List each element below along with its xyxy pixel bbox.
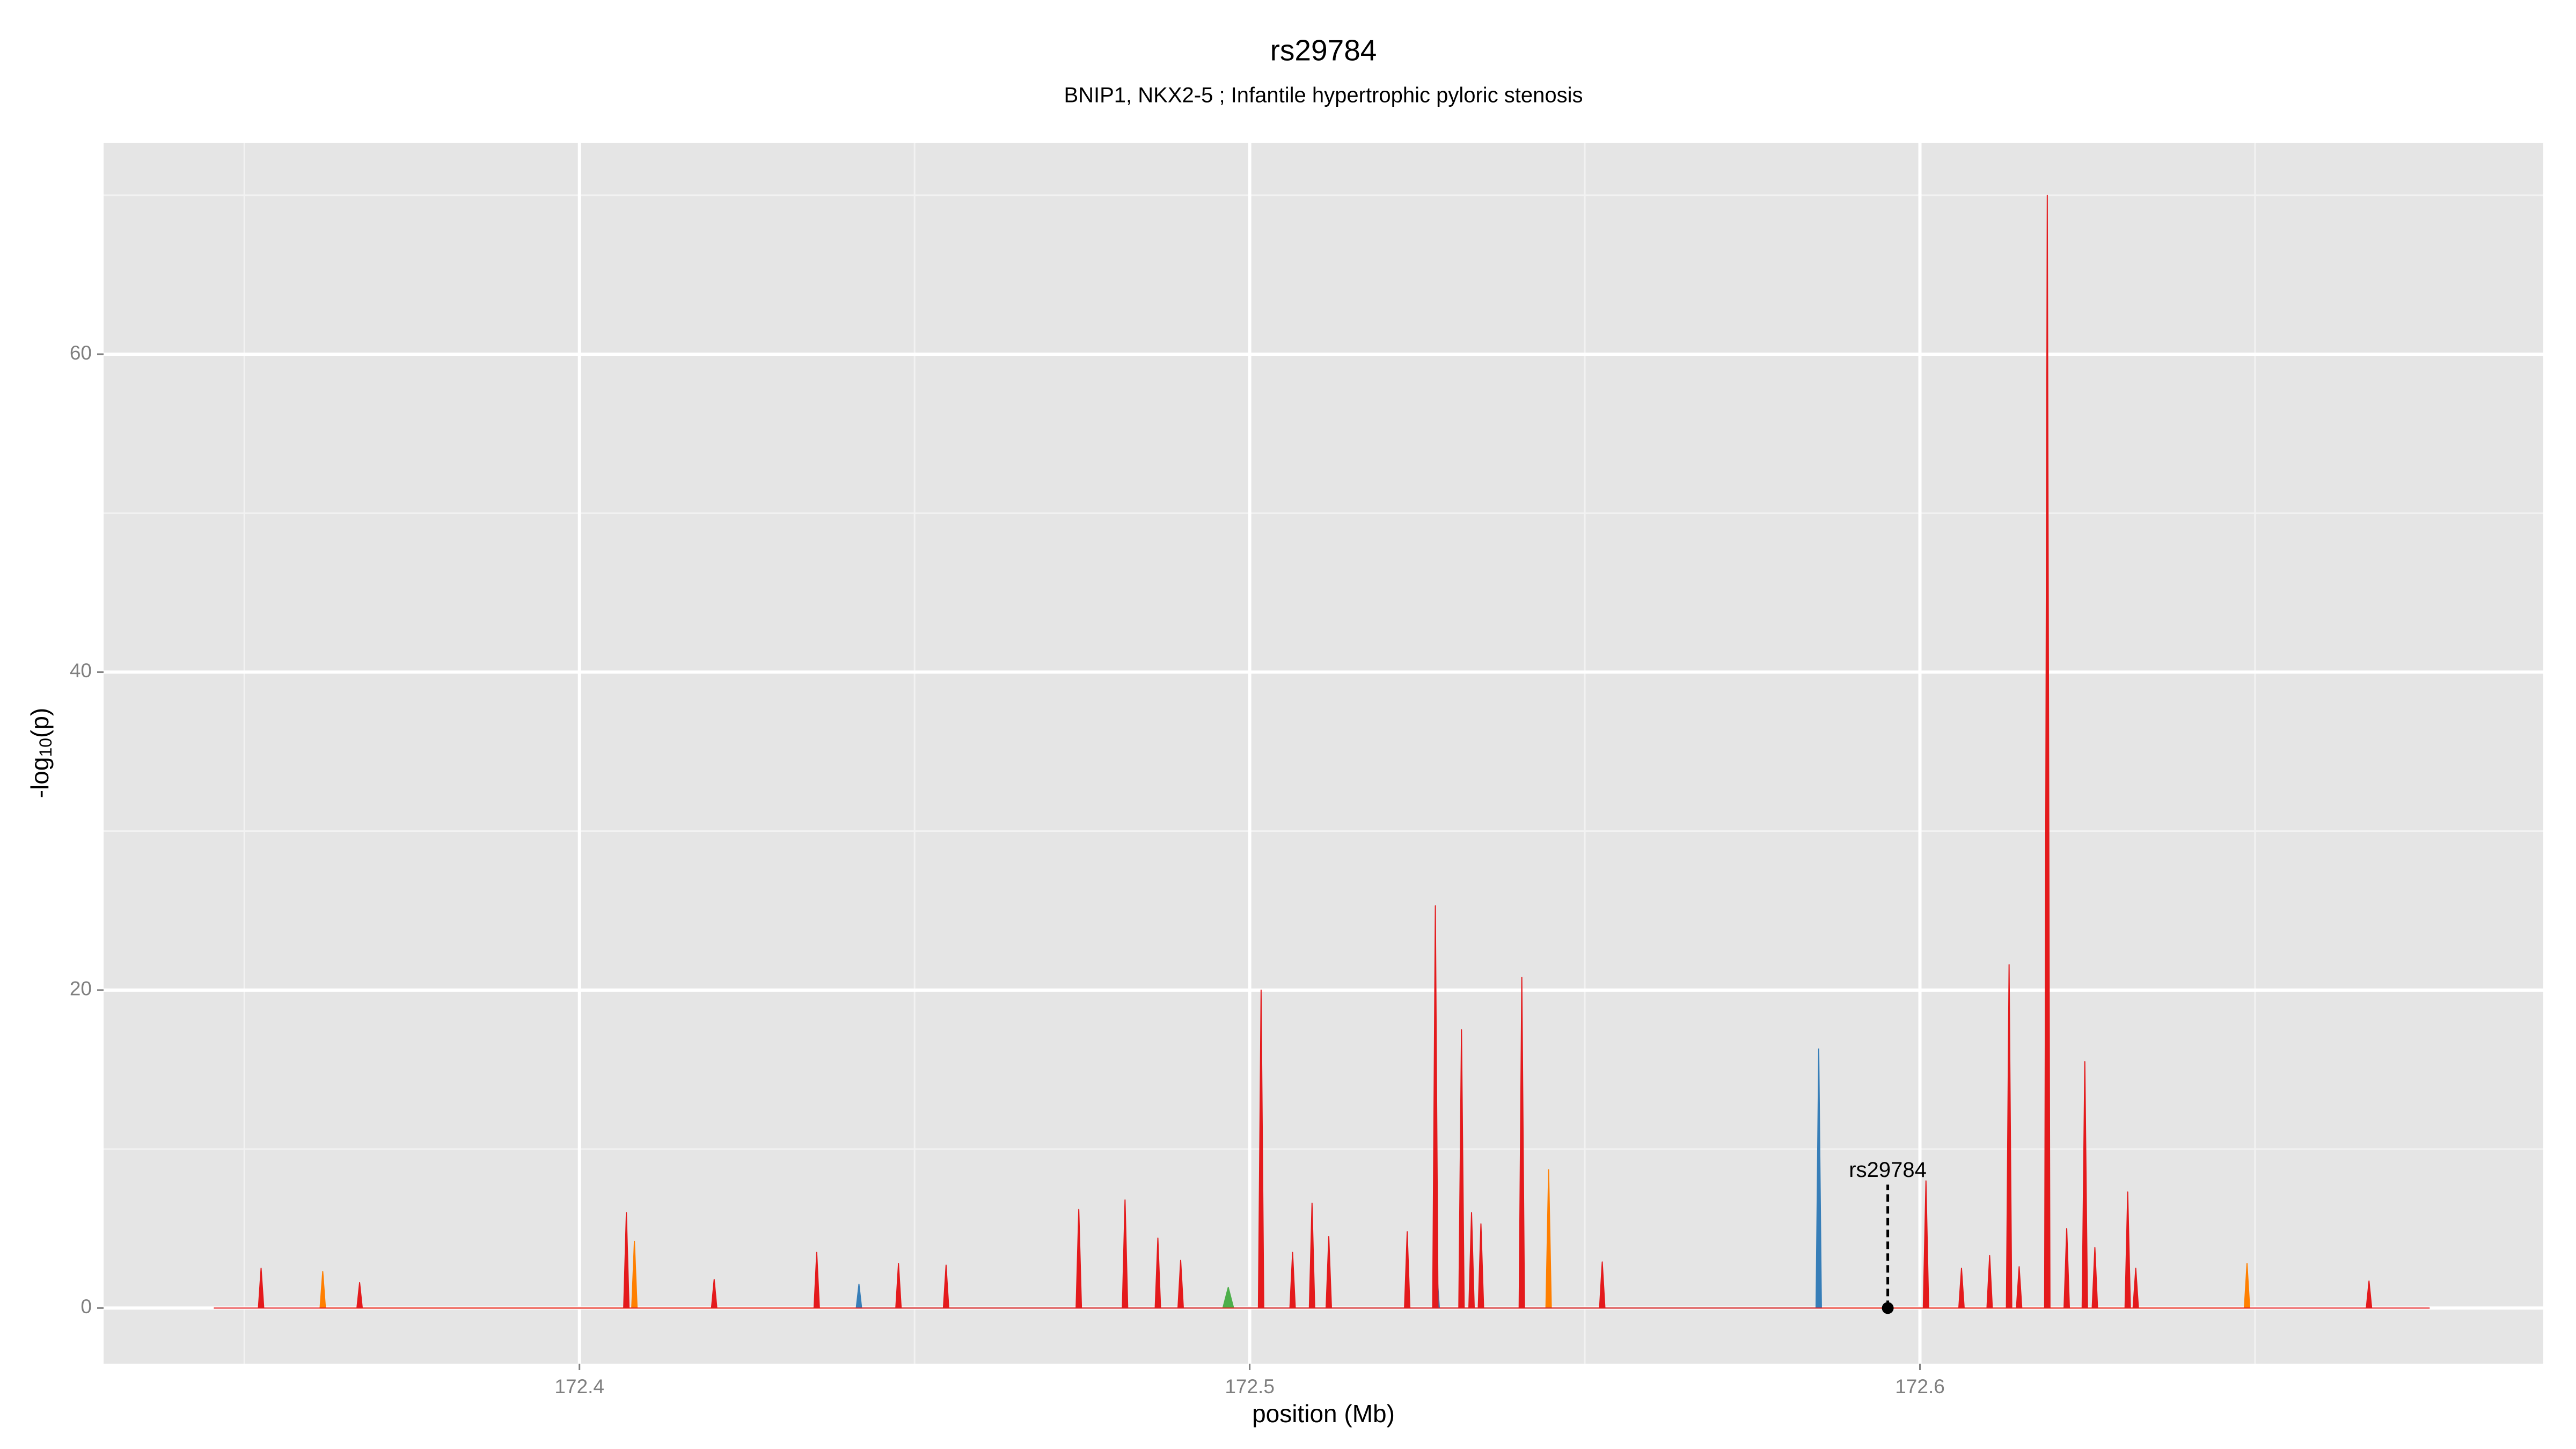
y-title-sub: 10 [36, 738, 55, 757]
y-title-prefix: -log [26, 757, 54, 799]
annotation-label: rs29784 [1849, 1158, 1927, 1182]
y-title-suffix: (p) [26, 708, 54, 738]
y-tick-label: 40 [70, 660, 92, 682]
x-axis-title: position (Mb) [1252, 1400, 1395, 1428]
panel [104, 143, 2543, 1364]
y-tick-label: 0 [80, 1296, 92, 1318]
x-tick-label: 172.6 [1895, 1375, 1945, 1397]
y-tick-label: 60 [70, 342, 92, 364]
chart-subtitle: BNIP1, NKX2-5 ; Infantile hypertrophic p… [1064, 84, 1583, 107]
annotation-point [1882, 1302, 1894, 1314]
area [214, 194, 2430, 1309]
y-tick-label: 20 [70, 978, 92, 1000]
y-axis-title: -log10(p) [26, 708, 55, 799]
chart-title: rs29784 [1270, 34, 1377, 67]
x-tick-label: 172.5 [1225, 1375, 1275, 1397]
x-tick-label: 172.4 [554, 1375, 604, 1397]
